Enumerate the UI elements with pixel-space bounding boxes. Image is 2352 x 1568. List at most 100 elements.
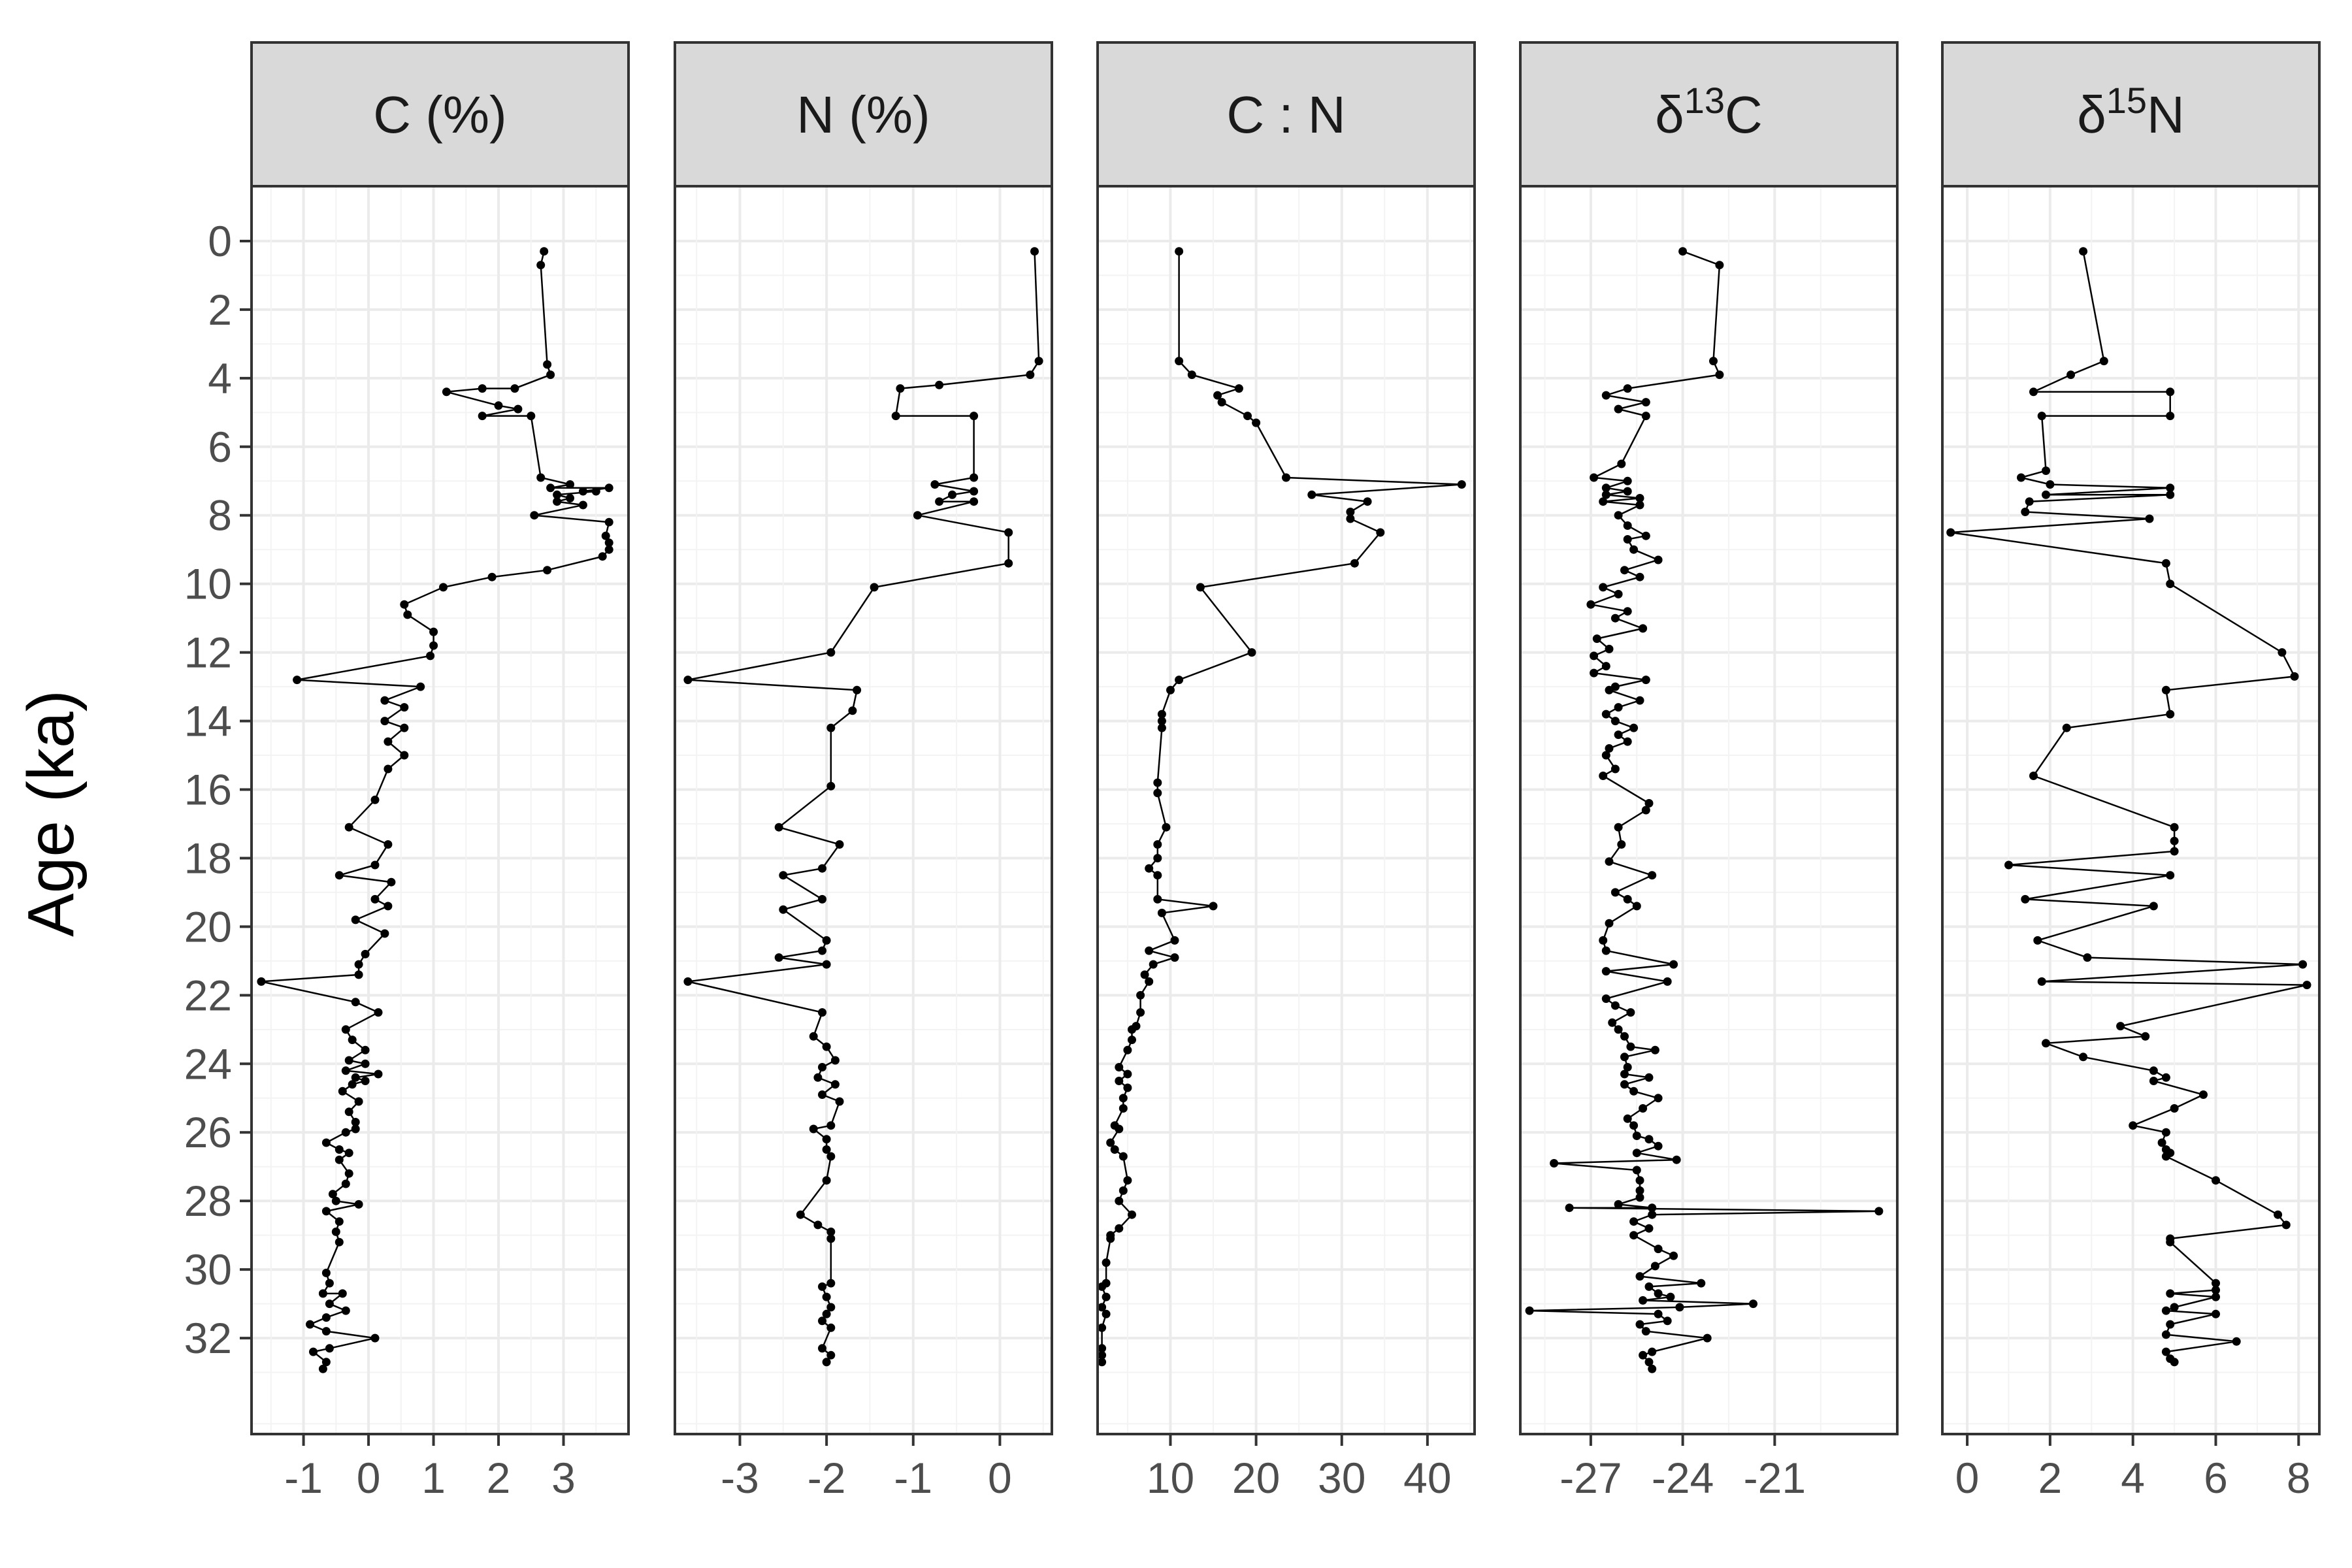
data-point — [1635, 1193, 1644, 1202]
data-point — [774, 823, 783, 832]
data-point — [1346, 508, 1355, 516]
data-point — [2149, 1066, 2158, 1075]
data-point — [1026, 370, 1035, 380]
data-point — [835, 1097, 844, 1106]
data-point — [1145, 977, 1154, 986]
strip-label-tail: C — [1725, 86, 1763, 144]
data-point — [1629, 1217, 1639, 1226]
x-tick-label: 30 — [1318, 1454, 1365, 1502]
data-point — [774, 953, 783, 962]
data-point — [604, 517, 613, 527]
data-point — [930, 480, 939, 489]
data-point — [374, 1070, 383, 1079]
data-point — [2029, 387, 2038, 397]
data-point — [1614, 1025, 1623, 1034]
data-point — [1110, 1145, 1119, 1154]
data-point — [321, 1313, 331, 1322]
data-point — [818, 1344, 826, 1353]
data-point — [2170, 1104, 2179, 1113]
data-point — [1672, 1155, 1681, 1164]
chart-panels: C (%)-1 0 1 2 3N (%)-3 -2 -1 0C : N10 20 30 40δ13C… — [250, 41, 2321, 1502]
data-point — [1605, 919, 1614, 928]
data-point — [1106, 1138, 1115, 1147]
data-point — [361, 949, 370, 958]
data-point — [536, 473, 546, 482]
data-point — [2025, 497, 2034, 506]
data-point — [325, 1344, 334, 1353]
data-point — [1614, 589, 1623, 598]
data-point — [1209, 902, 1218, 911]
data-point — [1874, 1207, 1884, 1216]
data-point — [2212, 1286, 2220, 1295]
data-point — [384, 902, 393, 911]
data-point — [1605, 685, 1614, 694]
data-point — [2083, 953, 2092, 962]
data-point — [2066, 370, 2076, 380]
data-point — [1115, 1124, 1124, 1134]
data-point — [543, 566, 552, 575]
data-point — [1641, 676, 1650, 685]
data-point — [826, 781, 836, 791]
data-point — [1119, 1094, 1128, 1103]
data-point — [1946, 528, 1955, 537]
data-point — [2170, 1303, 2179, 1312]
data-point — [1641, 531, 1650, 540]
data-point — [1669, 960, 1678, 969]
data-point — [380, 696, 389, 705]
plot-background — [1520, 186, 1897, 1434]
data-point — [2129, 1121, 2138, 1130]
data-point — [2116, 1022, 2125, 1031]
data-point — [1525, 1306, 1534, 1315]
data-point — [370, 1333, 380, 1343]
data-point — [331, 1227, 340, 1236]
y-tick-label: 20 — [184, 902, 232, 951]
data-point — [2145, 514, 2154, 523]
data-point — [1140, 970, 1149, 979]
plot-background — [675, 186, 1052, 1434]
data-point — [566, 480, 574, 489]
data-point — [341, 1025, 350, 1034]
data-point — [530, 511, 539, 520]
data-point — [1648, 1203, 1657, 1213]
data-point — [1123, 1083, 1132, 1092]
data-point — [1620, 1032, 1629, 1041]
data-point — [2021, 508, 2030, 516]
data-point — [826, 1303, 836, 1312]
x-tick-label: 2 — [487, 1454, 511, 1502]
data-point — [1635, 1320, 1644, 1329]
strip-label-main: N (%) — [796, 86, 930, 144]
strip-label-main: δ — [2077, 86, 2106, 144]
data-point — [1166, 685, 1175, 694]
data-point — [1632, 1166, 1641, 1175]
y-tick-label: 30 — [184, 1245, 232, 1294]
data-point — [1115, 1196, 1124, 1205]
data-point — [1654, 1245, 1663, 1254]
data-point — [1610, 1001, 1620, 1010]
data-point — [1623, 894, 1632, 904]
data-point — [1663, 977, 1672, 986]
data-point — [1601, 662, 1610, 671]
data-point — [1648, 1347, 1657, 1356]
panel-border — [1096, 185, 1476, 1435]
data-point — [601, 531, 610, 540]
data-point — [2079, 247, 2088, 256]
data-point — [1626, 1042, 1635, 1051]
data-point — [826, 1279, 836, 1288]
data-point — [1641, 1327, 1650, 1336]
data-point — [1675, 1303, 1684, 1312]
facet-panel-1: C (%) -1 0 1 2 3 — [250, 41, 630, 1502]
data-point — [1217, 398, 1226, 407]
data-point — [1363, 497, 1372, 506]
data-point — [309, 1347, 318, 1356]
data-point — [2232, 1337, 2241, 1346]
data-point — [1635, 1176, 1644, 1185]
data-point — [809, 1032, 818, 1041]
data-point — [1102, 1258, 1111, 1267]
data-point — [2037, 977, 2046, 986]
x-tick-label: 2 — [2038, 1454, 2062, 1502]
data-point — [338, 1289, 347, 1298]
data-point — [1610, 717, 1620, 726]
data-point — [1243, 412, 1252, 421]
data-point — [822, 1135, 831, 1144]
data-point — [354, 1097, 363, 1106]
